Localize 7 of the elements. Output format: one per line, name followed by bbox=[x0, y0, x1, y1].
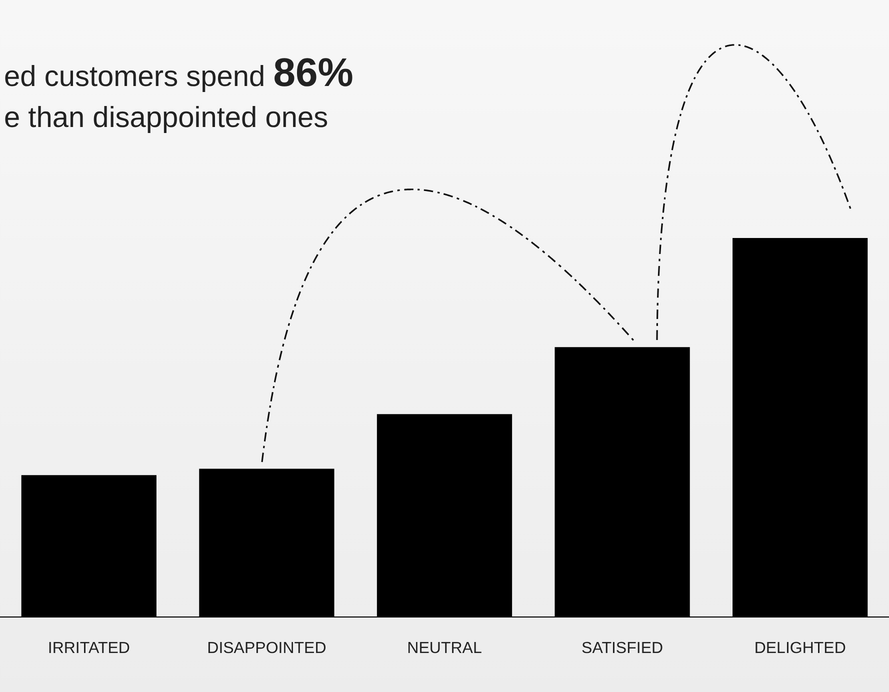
chart-subtitle: e than disappointed ones bbox=[4, 102, 328, 135]
x-tick-label: SATISFIED bbox=[582, 640, 664, 657]
chart-title: ed customers spend 86% bbox=[4, 51, 354, 97]
x-tick-label: DISAPPOINTED bbox=[207, 640, 326, 657]
x-tick-label: IRRITATED bbox=[48, 640, 130, 657]
x-tick-label: DELIGHTED bbox=[754, 640, 846, 657]
x-tick-label: NEUTRAL bbox=[407, 640, 482, 657]
